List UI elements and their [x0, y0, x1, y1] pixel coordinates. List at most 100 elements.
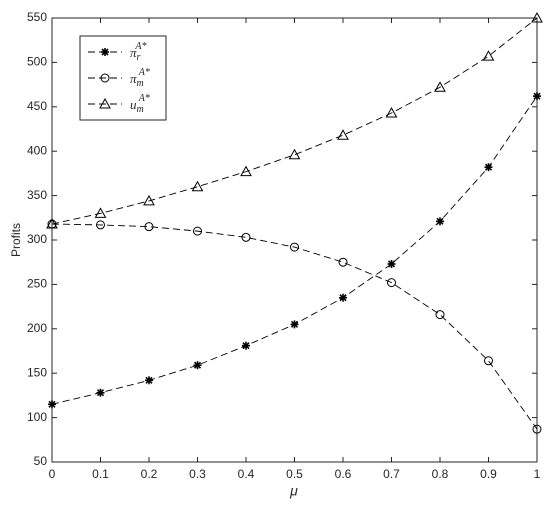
- marker-stroke: [48, 400, 56, 408]
- marker-shape: [100, 73, 110, 83]
- marker-shape: [337, 129, 349, 140]
- y-axis-label: Profits: [9, 223, 23, 257]
- marker: [99, 97, 111, 109]
- marker-shape: [288, 148, 301, 160]
- y-tick-label: 50: [34, 454, 48, 468]
- marker: [241, 232, 251, 242]
- marker-shape: [99, 97, 111, 109]
- marker: [338, 257, 348, 267]
- y-tick-label: 450: [27, 99, 47, 113]
- marker-stroke: [145, 376, 153, 384]
- marker: [387, 259, 396, 268]
- marker-stroke: [387, 260, 396, 268]
- marker: [533, 92, 541, 101]
- y-tick-label: 550: [27, 10, 47, 24]
- marker: [191, 180, 204, 192]
- series-line: [51, 17, 538, 225]
- marker: [144, 222, 154, 232]
- marker-shape: [290, 242, 299, 252]
- marker: [288, 148, 301, 160]
- y-tick-label: 150: [27, 365, 47, 379]
- x-tick-label: 0.1: [92, 467, 109, 481]
- legend-label: πmA*: [130, 67, 150, 89]
- x-tick-label: 0.4: [238, 467, 255, 481]
- marker: [96, 220, 105, 230]
- marker: [290, 320, 299, 329]
- x-tick-label: 0.9: [480, 467, 497, 481]
- marker: [387, 278, 396, 288]
- marker-shape: [191, 180, 204, 192]
- marker-stroke: [96, 389, 105, 397]
- marker: [482, 50, 495, 61]
- y-tick-label: 100: [27, 410, 47, 424]
- x-tick-label: 0.7: [383, 467, 400, 481]
- marker: [94, 207, 107, 218]
- x-tick-label: 0: [49, 467, 56, 481]
- marker-shape: [241, 232, 251, 242]
- marker: [193, 226, 202, 236]
- marker-shape: [434, 81, 446, 92]
- marker-shape: [240, 165, 252, 177]
- marker: [290, 242, 299, 252]
- marker-stroke: [484, 163, 493, 171]
- marker: [385, 106, 398, 118]
- x-tick-label: 0.8: [432, 467, 449, 481]
- marker: [145, 376, 153, 385]
- marker-stroke: [339, 294, 347, 302]
- marker: [193, 361, 202, 370]
- x-tick-label: 0.3: [189, 467, 206, 481]
- y-tick-label: 250: [27, 277, 47, 291]
- marker-shape: [387, 278, 396, 288]
- marker: [143, 194, 155, 206]
- marker-shape: [484, 356, 493, 366]
- marker-stroke: [290, 320, 299, 328]
- y-tick-label: 200: [27, 321, 47, 335]
- marker-shape: [532, 424, 542, 434]
- marker-shape: [94, 207, 107, 218]
- marker: [436, 217, 444, 226]
- marker-shape: [193, 226, 202, 236]
- marker-stroke: [242, 342, 250, 350]
- marker-stroke: [533, 92, 541, 100]
- marker: [435, 310, 445, 320]
- marker: [48, 400, 56, 409]
- y-tick-label: 500: [27, 55, 47, 69]
- marker: [531, 11, 543, 23]
- marker: [240, 165, 252, 177]
- marker: [337, 129, 349, 140]
- y-tick-label: 300: [27, 232, 47, 246]
- marker: [96, 388, 105, 397]
- y-tick-label: 350: [27, 188, 47, 202]
- legend-label: πrA*: [130, 41, 147, 63]
- marker-shape: [144, 222, 154, 232]
- marker: [101, 48, 109, 56]
- marker-stroke: [436, 217, 444, 225]
- marker: [339, 293, 347, 302]
- x-axis-label: μ: [289, 483, 298, 499]
- marker-stroke: [193, 361, 202, 369]
- marker-stroke: [101, 48, 109, 56]
- marker: [46, 217, 58, 229]
- marker: [100, 73, 110, 83]
- marker: [242, 341, 250, 350]
- marker-shape: [338, 257, 348, 267]
- series-line: [51, 95, 538, 405]
- marker-shape: [46, 217, 58, 229]
- marker-shape: [482, 50, 495, 61]
- marker-shape: [435, 310, 445, 320]
- x-tick-label: 0.2: [141, 467, 158, 481]
- legend-label: umA*: [130, 93, 150, 115]
- marker-shape: [385, 106, 398, 118]
- marker-shape: [96, 220, 105, 230]
- marker: [484, 163, 493, 172]
- marker: [434, 81, 446, 92]
- marker: [532, 424, 542, 434]
- marker-shape: [143, 194, 155, 206]
- marker: [484, 356, 493, 366]
- x-tick-label: 0.6: [335, 467, 352, 481]
- y-tick-label: 400: [27, 143, 47, 157]
- x-tick-label: 1: [534, 467, 541, 481]
- series-line: [51, 223, 538, 430]
